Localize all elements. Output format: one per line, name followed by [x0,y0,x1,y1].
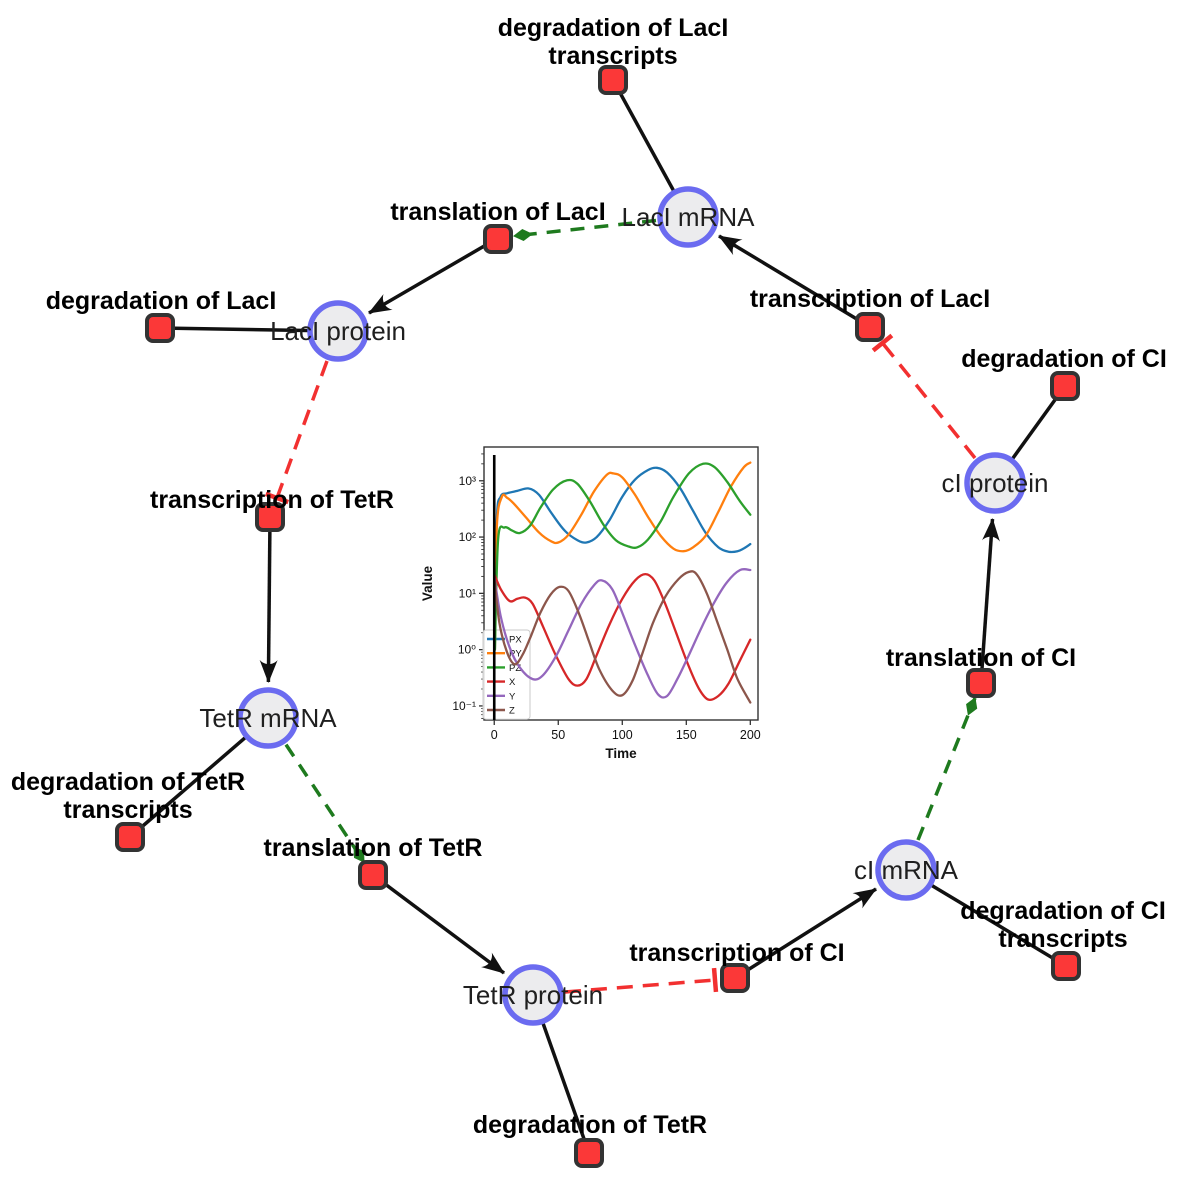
x-tick-label: 200 [740,728,761,742]
species-node-laci-mrna[interactable] [657,186,719,248]
y-axis-label: Value [420,565,435,601]
legend-label-Z: Z [509,706,515,717]
edge-translation-tetr-to-tetr-protein [371,873,506,975]
species-node-laci-protein[interactable] [307,300,369,362]
reaction-node-degradation-laci[interactable] [145,313,175,343]
time-course-inset-plot: 0 50 100 150 200 10⁻¹ 10⁰ 10¹ 10² 10³ Time Value PX P… [420,437,770,767]
x-tick-label: 0 [491,728,498,742]
species-node-ci-protein[interactable] [964,452,1026,514]
legend-label-X: X [509,677,516,688]
y-tick-label: 10² [459,530,476,544]
label-transcription-tetr: transcription of TetR [150,486,394,514]
label-translation-tetr: translation of TetR [263,834,483,862]
edge-transcription-tetr-to-tetr-mrna [259,516,278,683]
series-curve-PX [493,466,752,651]
edge-laci-protein-inhibits-transcription-tetr [264,360,329,505]
series-curve-Y [493,567,752,699]
reaction-node-degradation-ci-transcripts[interactable] [1051,951,1081,981]
species-node-tetr-protein[interactable] [502,964,564,1026]
label-translation-ci: translation of CI [885,644,1077,672]
reaction-node-transcription-tetr[interactable] [255,502,285,532]
series-curve-X [493,572,752,701]
time-course-chart: 0 50 100 150 200 10⁻¹ 10⁰ 10¹ 10² 10³ Time Value PX P… [420,446,761,761]
edge-translation-laci-to-laci-protein [368,236,499,315]
reaction-node-degradation-laci-transcripts[interactable] [598,65,628,95]
label-tetr-mrna: TetR mRNA [199,703,337,733]
label-ci-mrna: cI mRNA [854,855,958,885]
edge-ci-mrna-activates-translation-ci [916,697,978,841]
reaction-node-degradation-ci[interactable] [1050,371,1080,401]
edge-translation-ci-to-ci-protein [979,518,1000,684]
reaction-node-translation-tetr[interactable] [358,860,388,890]
species-node-tetr-mrna[interactable] [237,687,299,749]
label-translation-laci: translation of LacI [390,198,606,226]
label-degradation-laci-transcripts: degradation of LacI transcripts [497,14,729,70]
series-curve-PZ [493,462,752,651]
reaction-node-translation-laci[interactable] [483,224,513,254]
label-degradation-tetr-transcripts: degradation of TetR transcripts [10,768,246,824]
y-tick-label: 10³ [459,474,476,488]
x-tick-label: 100 [612,728,633,742]
label-degradation-ci-transcripts: degradation of CI transcripts [960,897,1166,953]
legend-label-PY: PY [509,649,522,660]
x-tick-label: 150 [676,728,697,742]
edge-transcription-laci-to-laci-mrna [718,234,871,329]
edge-ci-mrna-degradation [905,868,1067,968]
y-tick-label: 10⁰ [458,643,476,657]
y-tick-label: 10⁻¹ [452,699,476,713]
reaction-node-transcription-ci[interactable] [720,963,750,993]
label-degradation-laci: degradation of LacI [45,287,277,315]
legend-label-Y: Y [509,691,516,702]
x-axis-label: Time [605,746,637,761]
chart-axes-box [483,446,759,721]
label-ci-protein: cI protein [941,468,1049,498]
reaction-node-degradation-tetr-transcripts[interactable] [115,822,145,852]
x-tick-label: 50 [551,728,565,742]
series-curve-Z [493,570,752,704]
reaction-node-translation-ci[interactable] [966,668,996,698]
series-curve-PY [493,461,752,651]
reaction-node-transcription-laci[interactable] [855,312,885,342]
reaction-node-degradation-tetr[interactable] [574,1138,604,1168]
label-transcription-ci: transcription of CI [629,939,845,967]
legend-box [482,629,531,720]
label-degradation-tetr: degradation of TetR [472,1111,708,1139]
species-node-ci-mrna[interactable] [875,839,937,901]
legend-label-PZ: PZ [509,663,521,674]
label-tetr-protein: TetR protein [462,980,604,1010]
edge-transcription-ci-to-ci-mrna [734,887,877,980]
legend-label-PX: PX [509,635,522,646]
label-laci-mrna: LacI mRNA [621,202,755,232]
label-laci-protein: LacI protein [270,316,406,346]
label-degradation-ci: degradation of CI [961,345,1167,373]
label-transcription-laci: transcription of LacI [749,285,991,313]
y-tick-label: 10¹ [459,586,476,600]
